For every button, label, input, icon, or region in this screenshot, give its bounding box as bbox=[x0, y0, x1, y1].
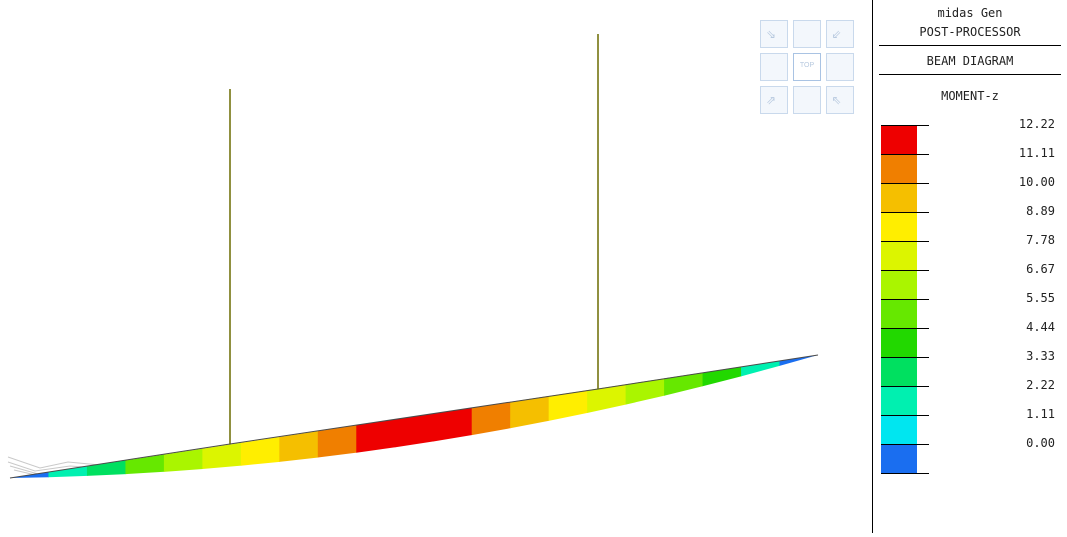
moment-band bbox=[125, 454, 165, 475]
view-cube-corner-tl[interactable]: ⇘ bbox=[760, 20, 788, 48]
legend-tick bbox=[881, 328, 929, 329]
model-viewport[interactable]: ⇘ ⇙ TOP ⇗ ⇖ bbox=[0, 0, 870, 533]
moment-band bbox=[471, 401, 511, 436]
legend-value-label: 2.22 bbox=[1026, 378, 1055, 392]
legend-tick bbox=[881, 473, 929, 474]
legend-tick bbox=[881, 183, 929, 184]
moment-band bbox=[394, 413, 434, 448]
view-cube-edge-left[interactable] bbox=[760, 53, 788, 81]
legend-value-label: 11.11 bbox=[1018, 146, 1055, 160]
view-cube-face-top[interactable]: TOP bbox=[793, 53, 821, 81]
legend-color-swatch bbox=[881, 328, 917, 357]
moment-band bbox=[86, 460, 126, 476]
legend-value-label: 10.00 bbox=[1018, 175, 1055, 189]
legend-color-swatch bbox=[881, 212, 917, 241]
app-name: midas Gen bbox=[937, 6, 1003, 20]
result-type: MOMENT-z bbox=[941, 89, 999, 103]
moment-band bbox=[625, 378, 665, 405]
legend-color-swatch bbox=[881, 386, 917, 415]
legend-tick bbox=[881, 125, 929, 126]
view-cube-edge-bottom[interactable] bbox=[793, 86, 821, 114]
legend-value-label: 6.67 bbox=[1026, 262, 1055, 276]
moment-band bbox=[202, 442, 242, 470]
beam-centerline bbox=[9, 354, 819, 479]
moment-band bbox=[279, 431, 319, 462]
legend-tick bbox=[881, 415, 929, 416]
arrow-up-left-icon: ⇖ bbox=[832, 89, 842, 108]
legend-value-label: 1.11 bbox=[1026, 407, 1055, 421]
moment-band bbox=[433, 407, 473, 442]
legend-value-label: 7.78 bbox=[1026, 233, 1055, 247]
moment-diagram bbox=[10, 354, 819, 478]
legend-color-swatch bbox=[881, 270, 917, 299]
moment-band bbox=[664, 372, 704, 396]
legend-value-label: 0.00 bbox=[1026, 436, 1055, 450]
module-name: POST-PROCESSOR bbox=[919, 25, 1021, 39]
legend-color-swatch bbox=[881, 125, 917, 154]
legend-color-swatch bbox=[881, 444, 917, 473]
legend-tick bbox=[881, 299, 929, 300]
legend-tick bbox=[881, 212, 929, 213]
view-cube[interactable]: ⇘ ⇙ TOP ⇗ ⇖ bbox=[760, 20, 856, 116]
legend-value-label: 4.44 bbox=[1026, 320, 1055, 334]
view-cube-corner-tr[interactable]: ⇙ bbox=[826, 20, 854, 48]
moment-band bbox=[741, 360, 781, 377]
moment-band bbox=[548, 390, 588, 421]
legend-color-swatch bbox=[881, 415, 917, 444]
view-cube-corner-bl[interactable]: ⇗ bbox=[760, 86, 788, 114]
legend-color-swatch bbox=[881, 183, 917, 212]
header-divider bbox=[879, 45, 1061, 46]
view-cube-edge-right[interactable] bbox=[826, 53, 854, 81]
legend-tick bbox=[881, 270, 929, 271]
moment-band bbox=[163, 448, 203, 472]
moment-band bbox=[48, 466, 88, 478]
arrow-down-left-icon: ⇙ bbox=[832, 23, 842, 42]
legend-value-label: 3.33 bbox=[1026, 349, 1055, 363]
legend-tick bbox=[881, 444, 929, 445]
legend-panel: midas Gen POST-PROCESSOR BEAM DIAGRAM MO… bbox=[873, 0, 1067, 533]
legend-value-label: 8.89 bbox=[1026, 204, 1055, 218]
diagram-type: BEAM DIAGRAM bbox=[926, 54, 1014, 68]
view-cube-edge-top[interactable] bbox=[793, 20, 821, 48]
moment-band bbox=[317, 425, 357, 458]
arrow-down-right-icon: ⇘ bbox=[766, 23, 776, 42]
moment-band bbox=[356, 419, 396, 453]
moment-band bbox=[240, 436, 280, 466]
moment-band bbox=[587, 384, 627, 413]
panel-divider bbox=[872, 0, 873, 533]
view-cube-corner-br[interactable]: ⇖ bbox=[826, 86, 854, 114]
moment-band bbox=[510, 395, 550, 429]
legend-color-swatch bbox=[881, 241, 917, 270]
contour-legend-bar bbox=[881, 125, 929, 474]
arrow-up-right-icon: ⇗ bbox=[766, 89, 776, 108]
legend-tick bbox=[881, 241, 929, 242]
legend-value-label: 12.22 bbox=[1018, 117, 1055, 131]
legend-tick bbox=[881, 154, 929, 155]
legend-color-swatch bbox=[881, 154, 917, 183]
beam-diagram-canvas[interactable] bbox=[0, 0, 870, 533]
legend-value-label: 5.55 bbox=[1026, 291, 1055, 305]
legend-color-swatch bbox=[881, 357, 917, 386]
legend-tick bbox=[881, 386, 929, 387]
legend-tick bbox=[881, 357, 929, 358]
legend-color-swatch bbox=[881, 299, 917, 328]
header-divider bbox=[879, 74, 1061, 75]
moment-band bbox=[779, 354, 819, 366]
view-cube-face-label: TOP bbox=[799, 62, 815, 69]
